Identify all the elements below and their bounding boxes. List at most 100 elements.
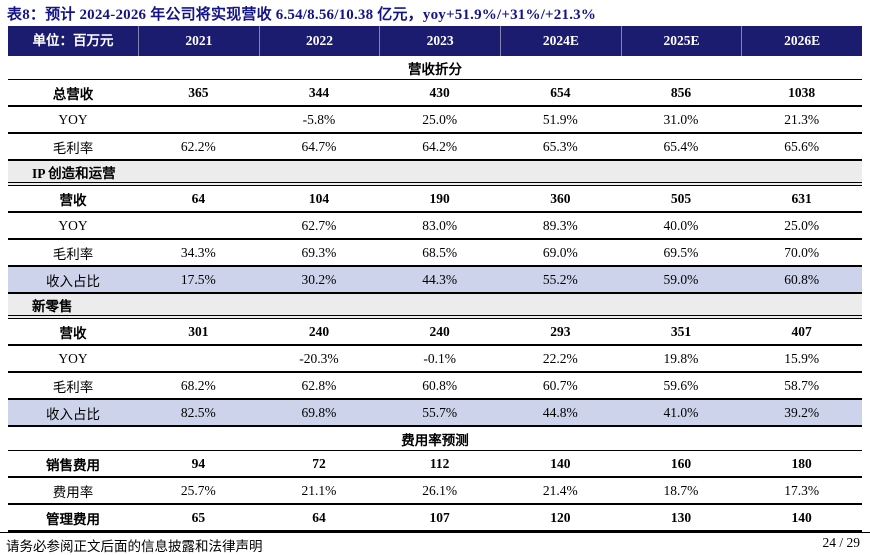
value-cell: 15.9% xyxy=(784,350,820,366)
value-cell: 60.7% xyxy=(542,377,578,393)
value-cell: 62.7% xyxy=(301,217,337,233)
table-header-row: 单位：百万元 2021 2022 2023 2024E 2025E 2026E xyxy=(8,26,862,56)
row-label: 毛利率 xyxy=(52,246,94,262)
section-header-label: IP 创造和运营 xyxy=(32,165,116,181)
financial-table: 单位：百万元 2021 2022 2023 2024E 2025E 2026E 营收折分 总营… xyxy=(8,26,862,532)
table-row: YOY -5.8% 25.0% 51.9% 31.0% 21.3% xyxy=(8,107,862,134)
value-cell: 68.5% xyxy=(422,244,458,260)
value-cell: 60.8% xyxy=(422,377,458,393)
year-header-cell: 2022 xyxy=(258,26,380,56)
value-cell: 65.3% xyxy=(542,138,578,154)
value-cell: 293 xyxy=(550,323,571,339)
value-cell: 360 xyxy=(550,190,571,206)
year-header-cell: 2024E xyxy=(499,26,621,56)
value-cell: 55.2% xyxy=(542,271,578,287)
value-cell: 25.0% xyxy=(422,111,458,127)
section-header-label: 营收折分 xyxy=(408,61,462,77)
value-cell: 44.8% xyxy=(542,404,578,420)
value-cell: 407 xyxy=(791,323,812,339)
value-cell: 120 xyxy=(550,509,571,525)
value-cell: 301 xyxy=(188,323,209,339)
year-header-cell: 2025E xyxy=(620,26,742,56)
section-header-row: 营收折分 xyxy=(8,56,862,80)
value-cell: 140 xyxy=(550,455,571,471)
value-cell: 69.0% xyxy=(542,244,578,260)
section-header-label: 新零售 xyxy=(32,298,73,314)
section-header-row: 新零售 xyxy=(8,294,862,319)
footer-disclaimer: 请务必参阅正文后面的信息披露和法律声明 xyxy=(6,539,263,554)
table-row: 收入占比 17.5% 30.2% 44.3% 55.2% 59.0% 60.8% xyxy=(8,267,862,294)
table-row: 毛利率 34.3% 69.3% 68.5% 69.0% 69.5% 70.0% xyxy=(8,240,862,267)
value-cell: 21.4% xyxy=(542,482,578,498)
value-cell: 190 xyxy=(429,190,450,206)
value-cell: 654 xyxy=(550,84,571,100)
year-header-cell: 2023 xyxy=(379,26,500,56)
value-cell: 65.6% xyxy=(784,138,820,154)
value-cell: 30.2% xyxy=(301,271,337,287)
value-cell: 65 xyxy=(191,509,206,525)
value-cell: 55.7% xyxy=(422,404,458,420)
value-cell: 59.0% xyxy=(663,271,699,287)
table-row: YOY -20.3% -0.1% 22.2% 19.8% 15.9% xyxy=(8,346,862,373)
value-cell: 40.0% xyxy=(663,217,699,233)
value-cell: 64.2% xyxy=(422,138,458,154)
table-row: 毛利率 68.2% 62.8% 60.8% 60.7% 59.6% 58.7% xyxy=(8,373,862,400)
value-cell: 70.0% xyxy=(784,244,820,260)
table-row: 营收 64 104 190 360 505 631 xyxy=(8,186,862,213)
table-row: 总营收 365 344 430 654 856 1038 xyxy=(8,80,862,107)
value-cell: 82.5% xyxy=(180,404,216,420)
value-cell: 69.5% xyxy=(663,244,699,260)
value-cell: 240 xyxy=(429,323,450,339)
value-cell: 140 xyxy=(791,509,812,525)
table-row: 费用率 25.7% 21.1% 26.1% 21.4% 18.7% 17.3% xyxy=(8,478,862,505)
value-cell: 62.2% xyxy=(180,138,216,154)
value-cell: 1038 xyxy=(788,84,816,100)
value-cell: 31.0% xyxy=(663,111,699,127)
row-label: 营收 xyxy=(59,325,87,341)
value-cell: 51.9% xyxy=(542,111,578,127)
table-body: 营收折分 总营收 365 344 430 654 856 1038 YOY -5.8% 25.0% 5… xyxy=(8,56,862,532)
row-label: 管理费用 xyxy=(46,511,100,527)
value-cell: 69.3% xyxy=(301,244,337,260)
value-cell: 39.2% xyxy=(784,404,820,420)
value-cell: 58.7% xyxy=(784,377,820,393)
value-cell: 64.7% xyxy=(301,138,337,154)
row-label: 营收 xyxy=(59,192,87,208)
year-header-cell: 2021 xyxy=(138,26,259,56)
value-cell: 21.3% xyxy=(784,111,820,127)
row-label: 收入占比 xyxy=(46,406,100,422)
value-cell: 19.8% xyxy=(663,350,699,366)
value-cell: 64 xyxy=(191,190,206,206)
table-row: 营收 301 240 240 293 351 407 xyxy=(8,319,862,346)
value-cell: 430 xyxy=(429,84,450,100)
value-cell: 631 xyxy=(791,190,812,206)
table-row: 收入占比 82.5% 69.8% 55.7% 44.8% 41.0% 39.2% xyxy=(8,400,862,427)
row-label: 毛利率 xyxy=(52,140,94,156)
value-cell: 240 xyxy=(308,323,330,339)
value-cell: 160 xyxy=(670,455,692,471)
value-cell: 65.4% xyxy=(663,138,699,154)
row-label: YOY xyxy=(58,111,88,127)
section-header-label: 费用率预测 xyxy=(401,432,469,448)
section-header-row: IP 创造和运营 xyxy=(8,161,862,186)
value-cell: 26.1% xyxy=(422,482,458,498)
value-cell: 351 xyxy=(670,323,692,339)
value-cell: 21.1% xyxy=(301,482,337,498)
value-cell: 17.5% xyxy=(180,271,216,287)
year-header-cell: 2026E xyxy=(741,26,862,56)
value-cell: 505 xyxy=(670,190,692,206)
value-cell: 59.6% xyxy=(663,377,699,393)
value-cell: 22.2% xyxy=(542,350,578,366)
value-cell: 365 xyxy=(188,84,209,100)
value-cell: 17.3% xyxy=(784,482,820,498)
value-cell: 89.3% xyxy=(542,217,578,233)
value-cell: 112 xyxy=(429,455,450,471)
value-cell: 94 xyxy=(191,455,206,471)
row-label: 费用率 xyxy=(52,484,94,500)
value-cell: 62.8% xyxy=(301,377,337,393)
row-label: YOY xyxy=(58,350,88,366)
page-title: 表8：预计 2024-2026 年公司将实现营收 6.54/8.56/10.38… xyxy=(7,7,597,23)
value-cell: 68.2% xyxy=(180,377,216,393)
row-label: 销售费用 xyxy=(46,457,100,473)
row-label: 收入占比 xyxy=(46,273,100,289)
